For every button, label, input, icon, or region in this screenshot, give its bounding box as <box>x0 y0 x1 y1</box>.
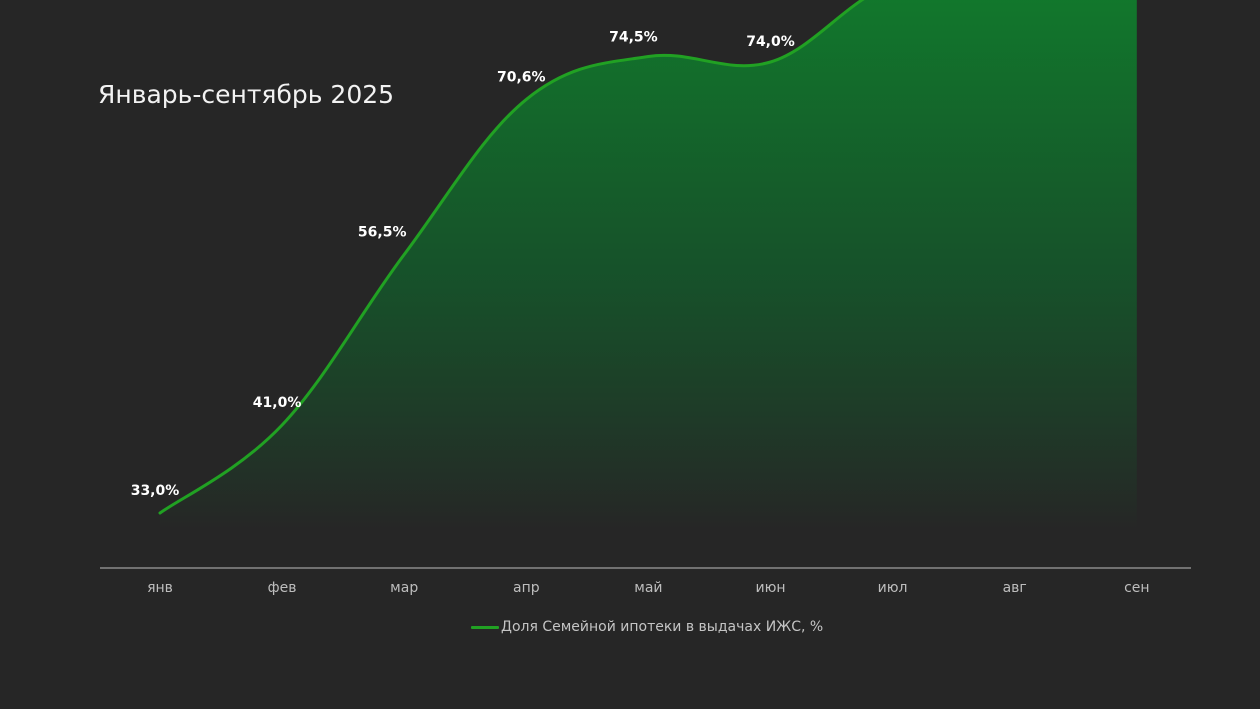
legend-label: Доля Семейной ипотеки в выдачах ИЖС, % <box>501 619 824 635</box>
data-label: 74,5% <box>609 30 658 46</box>
series-line <box>158 0 865 515</box>
data-labels: 33,0%41,0%56,5%70,6%74,5%74,0%81,0%80,3%… <box>131 30 795 500</box>
x-tick-label: июн <box>755 580 785 596</box>
data-label: 74,0% <box>746 34 795 50</box>
x-tick-labels: янв фев мар апр май июн июл авг сен <box>147 580 1149 596</box>
area-fill <box>160 0 1137 530</box>
x-tick-label: авг <box>1003 580 1027 596</box>
data-label: 70,6% <box>497 69 546 85</box>
x-tick-label: май <box>634 580 662 596</box>
x-tick-label: янв <box>147 580 173 596</box>
x-tick-label: сен <box>1124 580 1149 596</box>
x-tick-label: июл <box>878 580 908 596</box>
x-tick-label: апр <box>513 580 540 596</box>
legend-swatch <box>471 625 499 629</box>
data-label: 41,0% <box>253 395 302 411</box>
x-tick-label: фев <box>268 580 297 596</box>
chart-title: Январь-сентябрь 2025 <box>98 80 395 109</box>
x-tick-label: мар <box>390 580 418 596</box>
data-label: 56,5% <box>358 225 407 241</box>
data-label: 33,0% <box>131 483 180 499</box>
legend: Доля Семейной ипотеки в выдачах ИЖС, % <box>471 619 823 635</box>
